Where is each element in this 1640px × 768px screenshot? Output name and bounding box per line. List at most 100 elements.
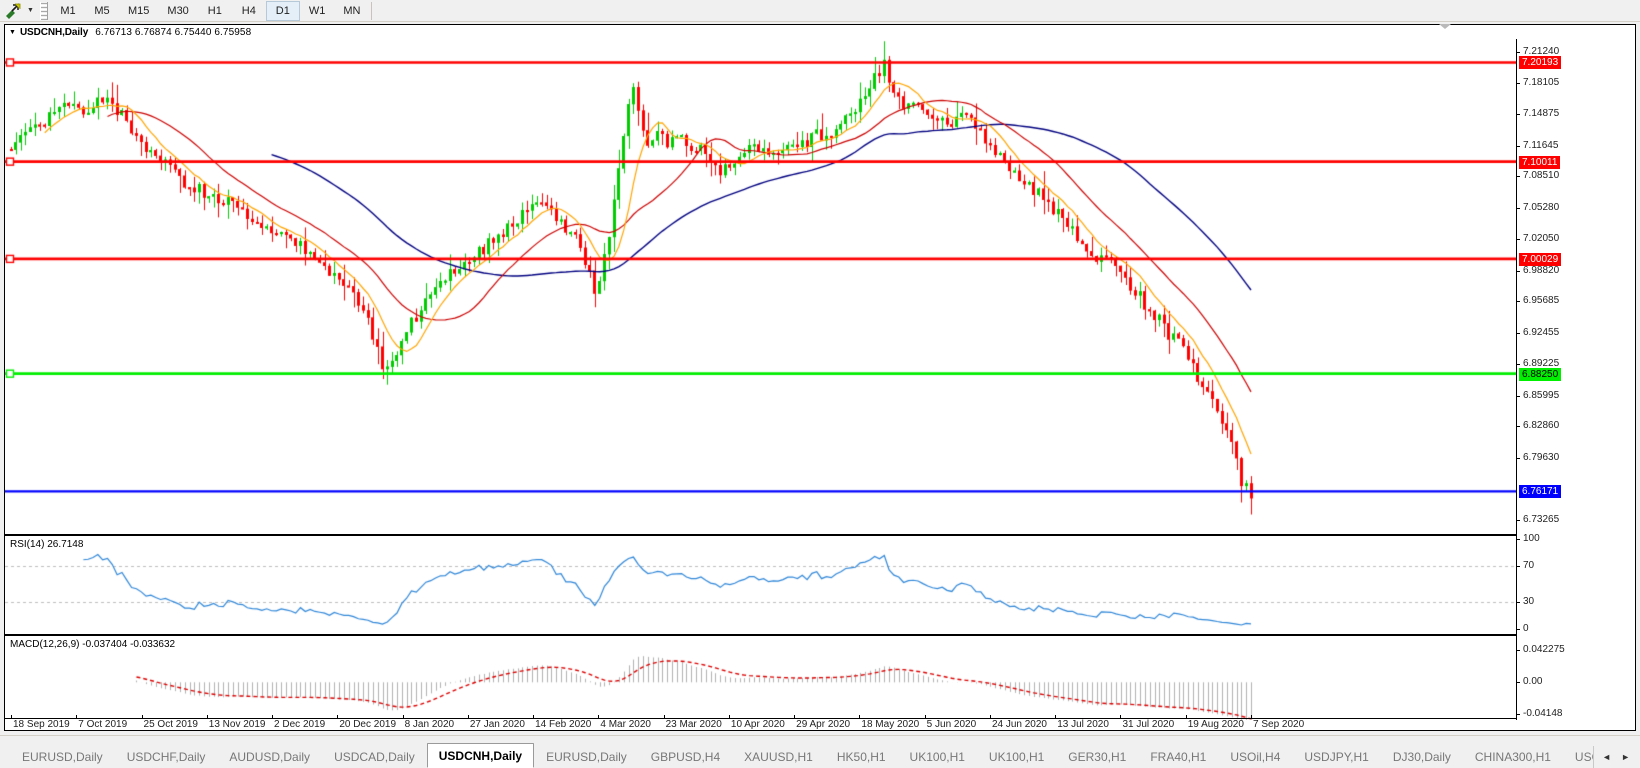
price-scale[interactable]: 7.21240 7.18105 7.14875 7.11645 7.08510 7.052… xyxy=(1516,39,1635,720)
price-tick xyxy=(1517,270,1520,272)
date-tick xyxy=(206,715,208,719)
rsi-tick xyxy=(1517,602,1520,603)
chart-symbol-title: USDCNH,Daily xyxy=(19,26,89,38)
macd-caption: MACD(12,26,9) -0.037404 -0.033632 xyxy=(10,639,176,650)
date-tick-label: 29 Apr 2020 xyxy=(796,719,851,730)
price-tick xyxy=(1517,519,1520,521)
timeframe-mn[interactable]: MN xyxy=(343,4,361,17)
price-tick xyxy=(1517,207,1520,209)
rsi-tick xyxy=(1517,539,1520,540)
tab-usdchf-daily[interactable]: USDCHF,Daily xyxy=(126,750,206,764)
timeframe-h4[interactable]: H4 xyxy=(241,4,256,17)
macd-pane[interactable]: MACD(12,26,9) -0.037404 -0.033632 xyxy=(5,634,1518,720)
scroll-hint-triangle-icon xyxy=(1439,24,1451,29)
date-tick xyxy=(76,715,78,719)
tab-usoil-h1[interactable]: USOil,H1 xyxy=(1574,750,1593,764)
arrow-left-icon[interactable]: ◄ xyxy=(1602,752,1612,762)
tab-fra40-h1[interactable]: FRA40,H1 xyxy=(1150,750,1207,764)
date-tick xyxy=(794,715,796,719)
price-tick-label: 7.05280 xyxy=(1523,201,1560,213)
rsi-tick-label: 70 xyxy=(1523,560,1535,571)
date-tick xyxy=(989,715,991,719)
chevron-down-icon[interactable]: ▼ xyxy=(27,7,34,14)
date-tick xyxy=(663,715,665,719)
timeframe-d1[interactable]: D1 xyxy=(265,0,300,21)
price-tick-label: 6.85995 xyxy=(1523,389,1560,401)
date-tick-label: 20 Dec 2019 xyxy=(339,719,397,730)
price-tick xyxy=(1517,457,1520,459)
date-tick xyxy=(402,715,404,719)
date-tick xyxy=(467,715,469,719)
date-tick-label: 7 Oct 2019 xyxy=(78,719,128,730)
timeframe-m15[interactable]: M15 xyxy=(128,4,150,17)
rsi-canvas xyxy=(5,536,1518,632)
date-tick-label: 31 Jul 2020 xyxy=(1122,719,1175,730)
tab-china300-h1[interactable]: CHINA300,H1 xyxy=(1474,750,1551,764)
tab-audusd-daily[interactable]: AUDUSD,Daily xyxy=(229,750,311,764)
rsi-pane[interactable]: RSI(14) 26.7148 xyxy=(5,534,1518,632)
date-tick-label: 24 Jun 2020 xyxy=(991,719,1047,730)
rsi-tick xyxy=(1517,629,1520,630)
rsi-tick-label: 0 xyxy=(1523,623,1529,634)
date-tick-label: 13 Nov 2019 xyxy=(208,719,266,730)
tab-uk100-h1[interactable]: UK100,H1 xyxy=(909,750,965,764)
date-tick-label: 10 Apr 2020 xyxy=(730,719,785,730)
date-tick xyxy=(272,715,274,719)
tabs-nav[interactable]: ◄ ► xyxy=(1593,746,1634,768)
macd-tick-label: 0.00 xyxy=(1523,676,1543,688)
price-tick xyxy=(1517,395,1520,397)
date-tick-label: 27 Jan 2020 xyxy=(469,719,525,730)
toolbar-separator xyxy=(371,1,373,20)
price-level-label-resistance-7-20193[interactable]: 7.20193 xyxy=(1519,56,1562,70)
timeframe-group: M1 M5 M15 M30 H1 H4 D1 W1 MN xyxy=(51,0,369,21)
rsi-tick-label: 100 xyxy=(1523,533,1540,544)
price-tick xyxy=(1517,332,1520,334)
price-tick xyxy=(1517,301,1520,303)
arrow-right-icon[interactable]: ► xyxy=(1621,752,1630,762)
date-tick-label: 2 Dec 2019 xyxy=(274,719,326,730)
date-axis: 18 Sep 2019 7 Oct 2019 25 Oct 2019 13 Nov 2… xyxy=(5,715,1518,730)
date-tick-label: 25 Oct 2019 xyxy=(143,719,198,730)
timeframe-m30[interactable]: M30 xyxy=(167,4,189,17)
tab-usdcnh-daily[interactable]: USDCNH,Daily xyxy=(426,743,535,768)
tab-eurusd-daily[interactable]: EURUSD,Daily xyxy=(546,750,627,764)
toolbar-grip[interactable] xyxy=(40,1,48,20)
date-tick-label: 18 Sep 2019 xyxy=(13,719,70,730)
price-tick-label: 7.02050 xyxy=(1523,233,1560,245)
tab-usdcad-daily[interactable]: USDCAD,Daily xyxy=(334,750,415,764)
timeframe-w1[interactable]: W1 xyxy=(308,4,326,17)
price-tick-label: 6.79630 xyxy=(1523,451,1560,463)
tab-uk100-h1[interactable]: UK100,H1 xyxy=(988,750,1045,764)
price-tick-label: 6.82860 xyxy=(1523,420,1560,432)
tab-usoil-h4[interactable]: USOil,H4 xyxy=(1230,750,1281,764)
price-tick-label: 7.21240 xyxy=(1523,46,1560,58)
date-tick-label: 5 Jun 2020 xyxy=(926,719,977,730)
price-tick-label: 7.14875 xyxy=(1523,108,1560,120)
tab-ger30-h1[interactable]: GER30,H1 xyxy=(1068,750,1127,764)
caret-down-icon[interactable]: ▼ xyxy=(9,28,16,36)
macd-tick-label: 0.042275 xyxy=(1523,644,1565,655)
tab-usdjpy-h1[interactable]: USDJPY,H1 xyxy=(1304,750,1369,764)
date-tick-label: 23 Mar 2020 xyxy=(665,719,722,730)
price-tick-label: 6.92455 xyxy=(1523,326,1560,338)
chart-area[interactable]: ▼ USDCNH,Daily 6.76713 6.76874 6.75440 6… xyxy=(4,24,1636,731)
price-level-label-current-price-6-76171[interactable]: 6.76171 xyxy=(1519,485,1562,499)
timeframe-m5[interactable]: M5 xyxy=(94,4,110,17)
price-level-label-resistance-7-00029[interactable]: 7.00029 xyxy=(1519,252,1562,266)
chart-symbol-bar: ▼ USDCNH,Daily 6.76713 6.76874 6.75440 6… xyxy=(5,25,1635,39)
chart-tabs-list: EURUSD,Daily USDCHF,Daily AUDUSD,Daily USDC… xyxy=(10,742,1593,768)
tab-xauusd-h1[interactable]: XAUUSD,H1 xyxy=(744,750,813,764)
date-tick xyxy=(598,715,600,719)
price-level-label-resistance-7-10011[interactable]: 7.10011 xyxy=(1519,155,1561,169)
price-pane[interactable] xyxy=(5,39,1518,532)
price-tick-label: 7.11645 xyxy=(1523,139,1559,151)
tab-hk50-h1[interactable]: HK50,H1 xyxy=(836,750,886,764)
tab-dj30-daily[interactable]: DJ30,Daily xyxy=(1392,750,1451,764)
tab-gbpusd-h4[interactable]: GBPUSD,H4 xyxy=(650,750,721,764)
crosshair-cursor-icon[interactable] xyxy=(2,1,24,21)
tab-eurusd-daily[interactable]: EURUSD,Daily xyxy=(22,750,103,764)
timeframe-h1[interactable]: H1 xyxy=(207,4,222,17)
timeframe-m1[interactable]: M1 xyxy=(60,4,76,17)
price-tick xyxy=(1517,239,1520,241)
price-level-label-support-6-88250[interactable]: 6.88250 xyxy=(1519,367,1562,381)
